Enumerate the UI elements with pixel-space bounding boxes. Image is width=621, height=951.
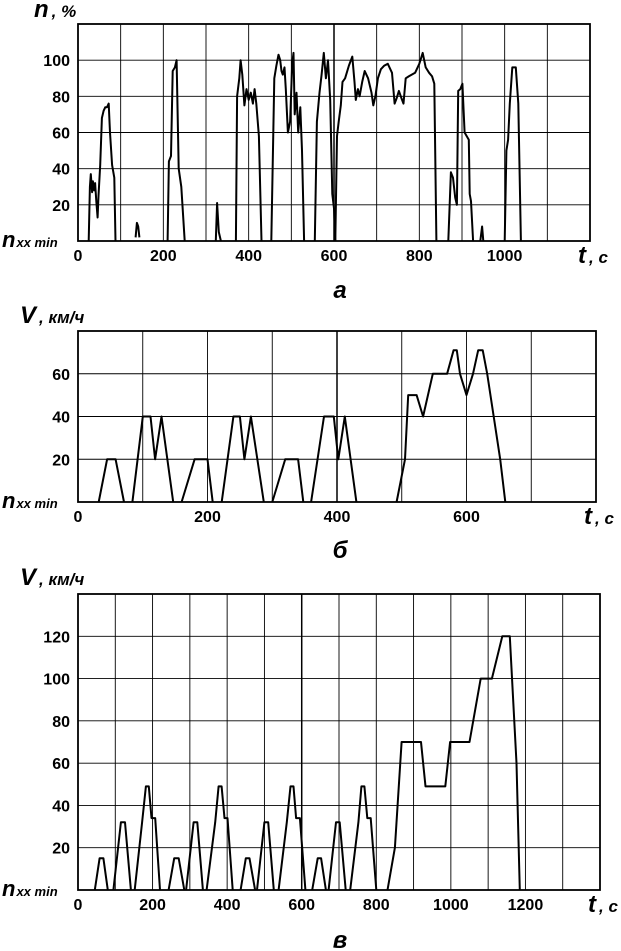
panel-1-plot-frame xyxy=(77,23,591,242)
panel-1-y-tick-label: 40 xyxy=(52,162,70,179)
panel-2-series-segment-5 xyxy=(271,458,305,503)
panel-3-series-segment-12 xyxy=(349,785,378,891)
panel-2-series-segment-3 xyxy=(180,458,214,503)
panel-2-series-segment-7 xyxy=(395,349,507,503)
panel-3-series-segment-10 xyxy=(311,857,327,891)
panel-3-x-axis-title: t, с xyxy=(588,891,618,918)
panel-3-series-segment-7 xyxy=(239,857,257,891)
panel-3-y-tick-label: 80 xyxy=(52,714,70,731)
panel-1-y-tick-label: 80 xyxy=(52,89,70,106)
panel-3-chart: 0 200 400 600 800 1000 1200 20 40 60 80 100 120 nxx m… xyxy=(2,564,618,951)
panel-2-chart: 0 200 400 600 20 40 60 nxx min V, км/ч t, с б xyxy=(2,302,614,564)
panel-2-y-tick-label: 20 xyxy=(52,452,70,469)
panel-1-baseline-label: nxx min xyxy=(2,227,58,252)
panel-1-y-axis-title: n, % xyxy=(34,0,76,23)
panel-1-x-tick-label: 400 xyxy=(235,248,262,265)
panel-3-y-tick-label: 60 xyxy=(52,756,70,773)
panel-1-series-segment-1 xyxy=(87,102,117,242)
panel-1-series-segment-2 xyxy=(134,221,141,238)
panel-3-series-segment-4 xyxy=(167,857,186,891)
panel-1-series-segment-3 xyxy=(166,59,186,242)
panel-3-x-tick-label: 1000 xyxy=(433,897,469,914)
panel-3-label: в xyxy=(333,927,348,951)
panel-3-series-segment-9 xyxy=(277,785,307,891)
panel-2-y-axis-unit: , км/ч xyxy=(38,308,84,327)
panel-3-y-axis-title: V, км/ч xyxy=(20,564,84,591)
panel-3-plot-frame xyxy=(77,593,601,891)
panel-1-series-segment-9 xyxy=(447,82,475,242)
panel-1-x-axis-title: t, с xyxy=(578,242,608,269)
panel-1-baseline-sub: xx min xyxy=(15,235,57,250)
panel-3-series-segment-2 xyxy=(112,821,132,891)
panel-3-x-tick-label: 800 xyxy=(363,897,390,914)
panel-1-x-tick-label: 1000 xyxy=(487,248,523,265)
panel-1-y-tick-label: 60 xyxy=(52,126,70,143)
panel-2-baseline-label: nxx min xyxy=(2,488,58,513)
panel-1-series-segment-10 xyxy=(479,225,485,242)
panel-3-baseline-sub: xx min xyxy=(15,884,57,899)
panel-3-baseline-label: nxx min xyxy=(2,876,58,901)
panel-1-x-tick-label: 200 xyxy=(150,248,177,265)
panel-3-y-tick-label: 120 xyxy=(43,629,70,646)
panel-3-series-segment-5 xyxy=(185,821,204,891)
panel-3-x-tick-label: 1200 xyxy=(508,897,544,914)
panel-1-y-tick-label: 20 xyxy=(52,198,70,215)
panel-1-y-tick-label: 100 xyxy=(43,53,70,70)
panel-1-y-axis-unit: , % xyxy=(51,2,77,21)
panel-3-y-tick-label: 40 xyxy=(52,798,70,815)
panel-2-series-segment-4 xyxy=(220,415,265,503)
panel-2-plot-frame xyxy=(77,330,597,503)
panel-3-series-segment-1 xyxy=(93,857,109,891)
panel-2-x-tick-label: 200 xyxy=(194,509,221,526)
panel-3-y-tick-label: 100 xyxy=(43,672,70,689)
panel-3-series-segment-11 xyxy=(327,821,347,891)
panel-3-y-axis-unit: , км/ч xyxy=(38,570,84,589)
panel-1-label: а xyxy=(333,277,346,304)
panel-1-series-segment-7 xyxy=(313,51,337,242)
panel-2-series-segment-1 xyxy=(97,458,125,503)
panel-1-x-tick-label: 600 xyxy=(321,248,348,265)
panel-1-series-segment-5 xyxy=(234,59,263,242)
panel-1-x-tick-label: 0 xyxy=(74,248,83,265)
panel-2-series-segment-2 xyxy=(131,415,175,503)
panel-3-x-tick-label: 0 xyxy=(74,897,83,914)
panel-3-series-segment-8 xyxy=(256,821,275,891)
panel-2-label: б xyxy=(333,537,349,564)
panel-1-series-segment-4 xyxy=(214,202,222,242)
panel-1-x-tick-label: 800 xyxy=(406,248,433,265)
panel-2-y-tick-label: 40 xyxy=(52,410,70,427)
panel-2-x-tick-label: 400 xyxy=(324,509,351,526)
panel-3-x-axis-unit: , с xyxy=(598,897,618,916)
panel-1-series-segment-6 xyxy=(270,51,306,242)
panel-2-y-tick-label: 60 xyxy=(52,367,70,384)
panel-2-x-tick-label: 600 xyxy=(453,509,480,526)
panel-2-baseline-sub: xx min xyxy=(15,496,57,511)
panel-3-series-segment-3 xyxy=(133,785,161,891)
panel-3-x-tick-label: 400 xyxy=(214,897,241,914)
panel-1-x-axis-unit: , с xyxy=(588,248,608,267)
panel-3-x-tick-label: 600 xyxy=(288,897,315,914)
panel-3-series-segment-6 xyxy=(205,785,234,891)
panel-2-y-axis-title: V, км/ч xyxy=(20,302,84,329)
panel-1-series-segment-11 xyxy=(503,66,522,242)
panel-1-chart: 0 200 400 600 800 1000 20 40 60 80 100 nxx min n, % t… xyxy=(2,0,608,304)
panel-3-y-tick-label: 20 xyxy=(52,841,70,858)
panel-2-x-axis-title: t, с xyxy=(584,503,614,530)
panel-2-x-tick-label: 0 xyxy=(74,509,83,526)
panel-2-x-axis-unit: , с xyxy=(594,509,614,528)
panel-2-series-segment-6 xyxy=(310,415,358,503)
panel-3-series-segment-13 xyxy=(386,635,521,891)
panel-3-x-tick-label: 200 xyxy=(139,897,166,914)
panel-1-series-segment-8 xyxy=(334,51,438,242)
